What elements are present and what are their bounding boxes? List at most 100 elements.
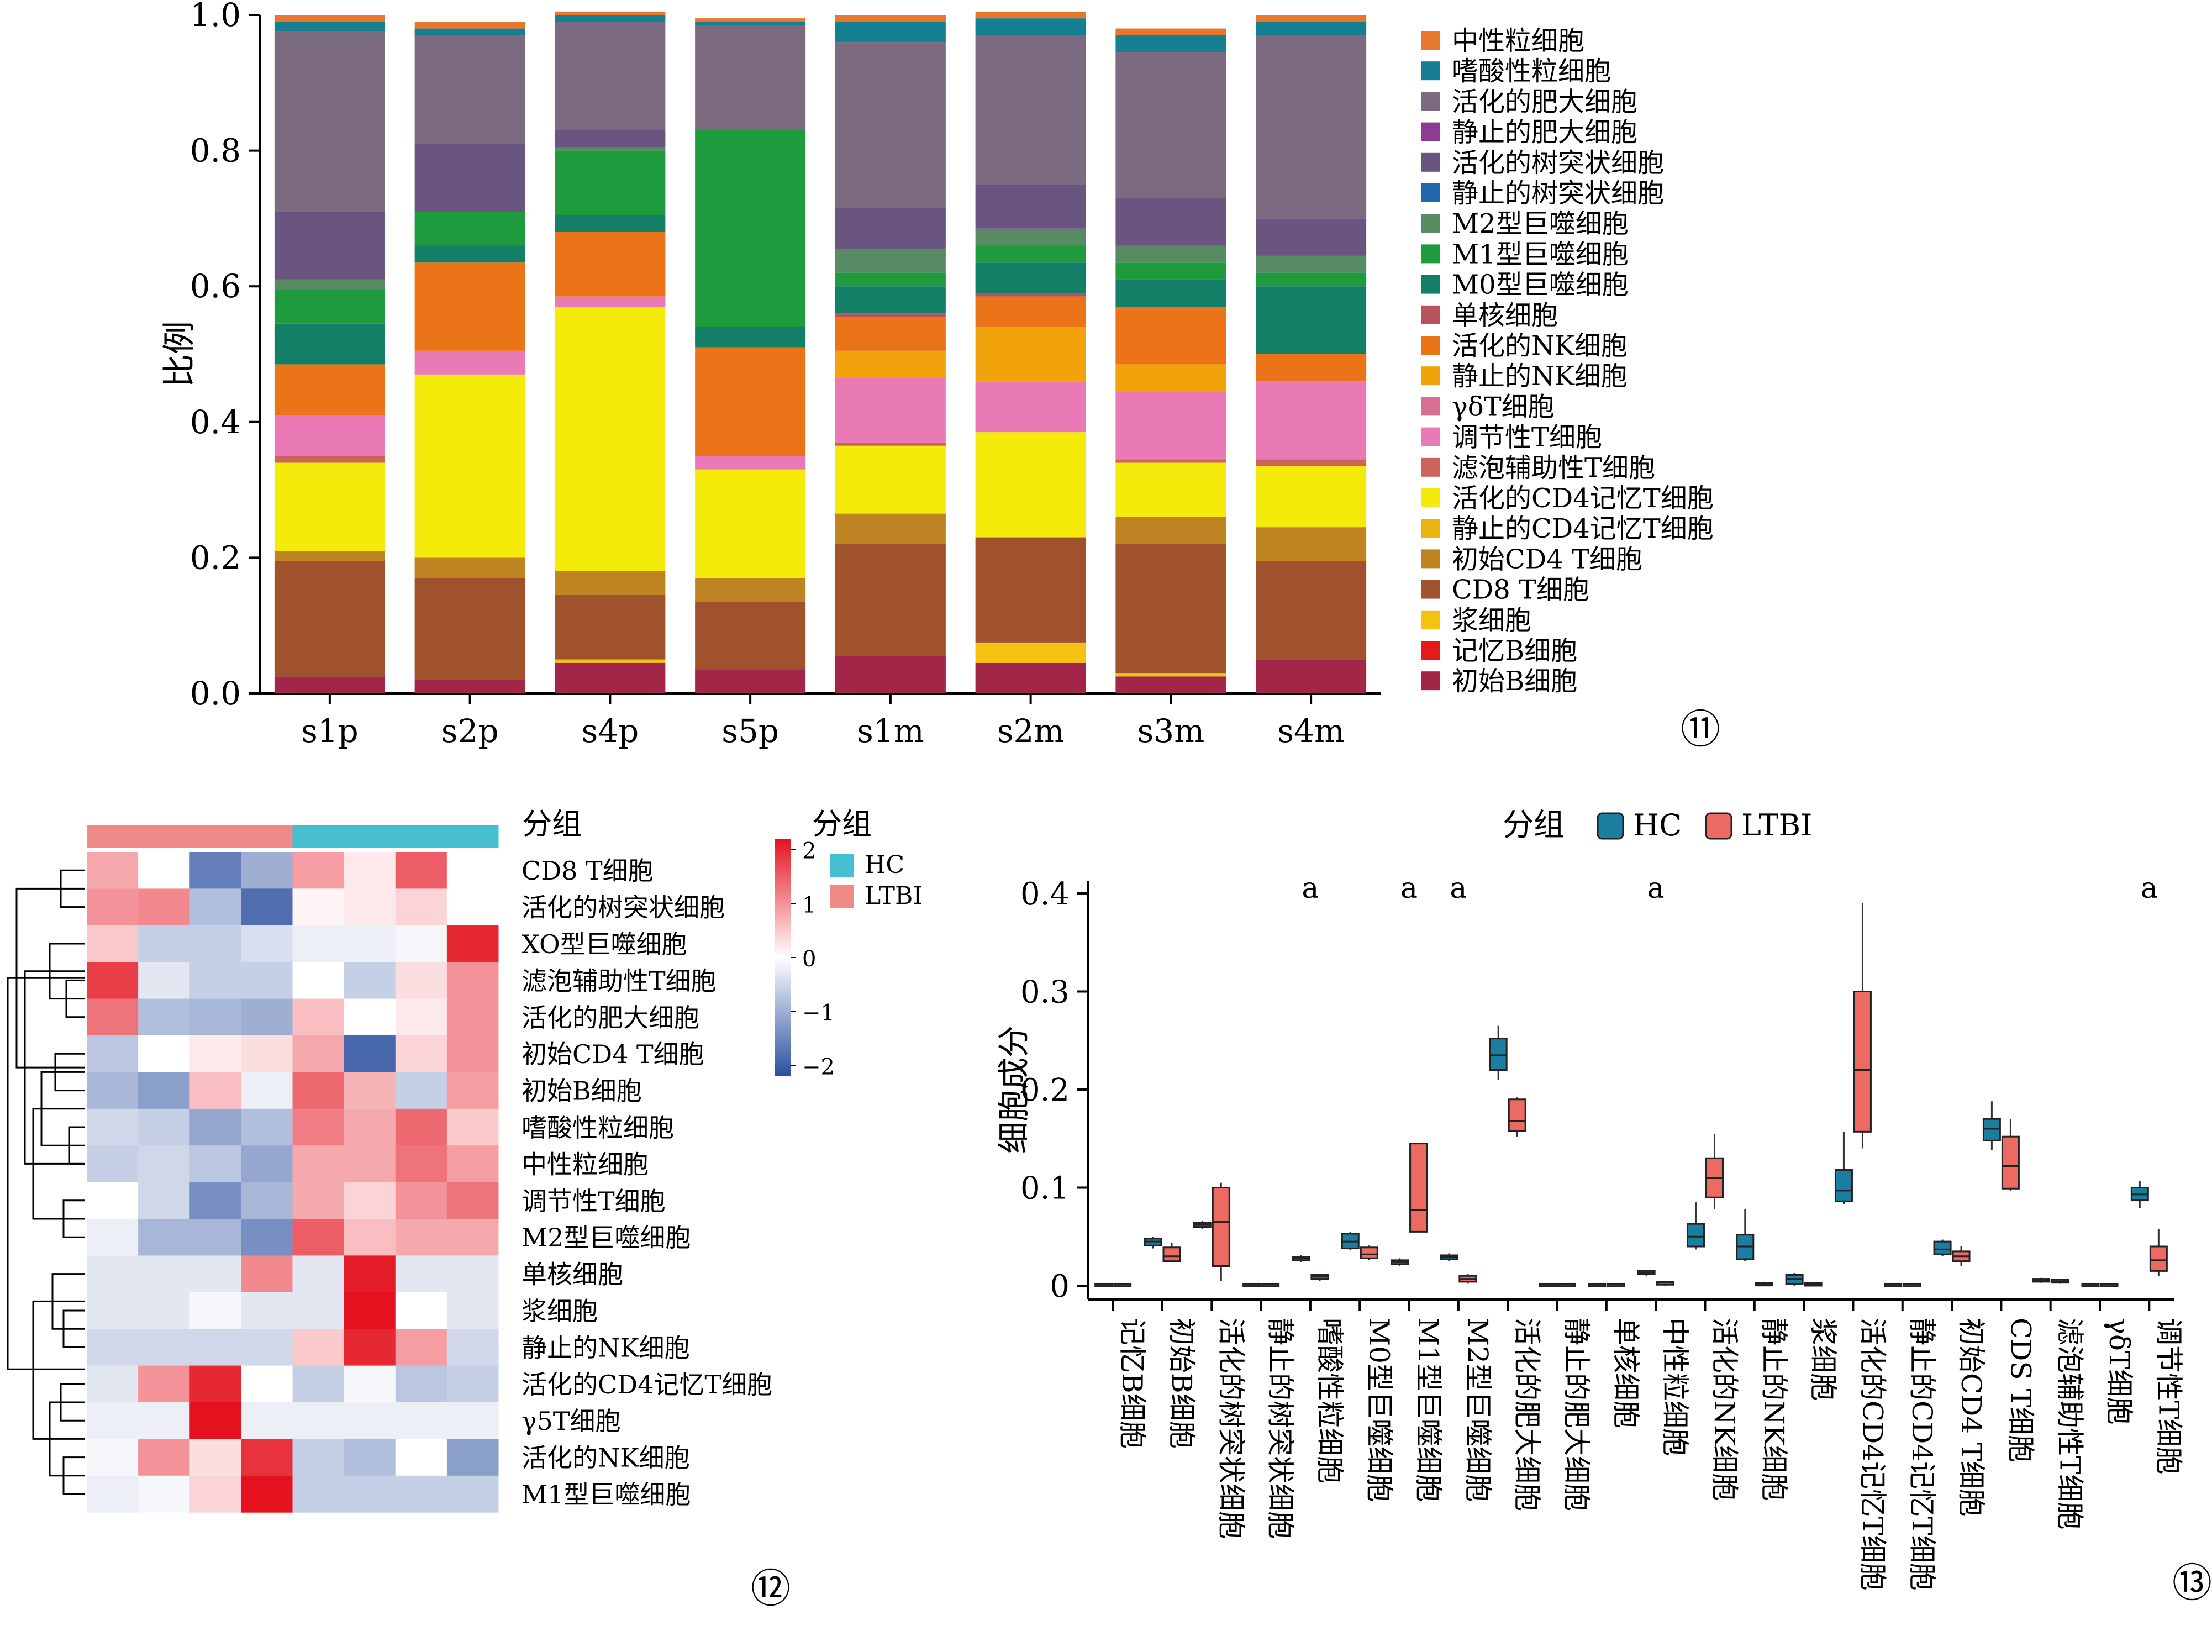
heatmap-cell — [446, 1108, 499, 1146]
bar-segment — [414, 578, 525, 680]
heatmap-cell — [344, 1145, 396, 1183]
legend-swatch — [1421, 549, 1440, 569]
legend-label: 调节性T细胞 — [1452, 422, 1602, 453]
legend-swatch — [1421, 610, 1440, 629]
bar-segment — [695, 327, 806, 348]
x-tick-label: 初始CD4 T细胞 — [1955, 1318, 1987, 1516]
heatmap-cell — [292, 1439, 345, 1476]
heatmap-cell — [395, 925, 447, 962]
dendrogram-branch — [7, 977, 85, 1370]
bar-segment — [835, 15, 946, 22]
x-tick-label: 活化的NK细胞 — [1708, 1318, 1740, 1501]
heatmap-cell — [241, 1182, 293, 1219]
bar-segment — [1256, 272, 1367, 287]
y-tick-label: 0 — [1050, 1269, 1070, 1304]
bar-segment — [695, 130, 806, 327]
heatmap-cell — [189, 1365, 241, 1403]
heatmap-cell — [292, 998, 345, 1036]
bar-segment — [695, 469, 806, 578]
legend-swatch — [1421, 671, 1440, 691]
bar-segment — [274, 323, 385, 365]
heatmap-cell — [292, 1108, 345, 1146]
heatmap-cell — [344, 1329, 396, 1366]
bar-segment — [1115, 307, 1226, 365]
heatmap-cell — [241, 1255, 293, 1293]
bar-segment — [835, 313, 946, 317]
heatmap-cell — [189, 998, 241, 1036]
bar-segment — [975, 11, 1086, 19]
heatmap-cell — [395, 852, 447, 889]
legend-label: M0型巨噬细胞 — [1452, 270, 1629, 301]
bar-segment — [555, 571, 666, 595]
heatmap-cell — [292, 1035, 345, 1072]
bar-segment — [1256, 561, 1367, 660]
heatmap-cell — [446, 1219, 499, 1256]
heatmap-cell — [395, 1182, 447, 1219]
significance-mark: a — [1400, 872, 1418, 905]
bar-segment — [555, 215, 666, 232]
bar-segment — [274, 415, 385, 456]
bar-segment — [555, 147, 666, 151]
heatmap-cell — [189, 1255, 241, 1293]
heatmap-cell — [189, 1145, 241, 1183]
heatmap-cell — [446, 1402, 499, 1439]
group-annotation-cell — [87, 825, 139, 848]
heatmap-cell — [241, 888, 293, 926]
bar-segment — [555, 296, 666, 307]
heatmap-row-label: 活化的肥大细胞 — [522, 1003, 699, 1033]
panel-number: ⑪ — [1681, 706, 1720, 753]
x-tick-label: M0型巨噬细胞 — [1363, 1318, 1395, 1502]
bar-segment — [975, 662, 1086, 693]
bar-segment — [274, 290, 385, 324]
x-tick-label: γδT细胞 — [2103, 1318, 2135, 1424]
bar-segment — [274, 31, 385, 212]
legend-label: 嗜酸性粒细胞 — [1452, 56, 1611, 87]
legend-swatch — [1705, 812, 1732, 840]
heatmap-cell — [241, 1329, 293, 1366]
heatmap-cell — [189, 1292, 241, 1329]
boxplot-legend-title: 分组 — [1503, 807, 1565, 843]
heatmap-cell — [87, 1108, 139, 1146]
y-axis-label: 细胞成分 — [995, 1025, 1033, 1154]
heatmap-cell — [138, 925, 190, 962]
box — [1933, 1240, 1952, 1255]
heatmap-legend-title: 分组 — [812, 807, 872, 841]
heatmap-cell — [138, 1035, 190, 1072]
heatmap-cell — [395, 1255, 447, 1293]
heatmap-cell — [395, 1292, 447, 1329]
group-annotation-cell — [241, 825, 293, 848]
heatmap-cell — [344, 925, 396, 962]
y-tick-label: 0.6 — [190, 267, 241, 305]
color-scale-label: 2 — [802, 839, 816, 864]
heatmap-cell — [344, 998, 396, 1036]
heatmap-cell — [446, 962, 499, 999]
heatmap-cell — [292, 888, 345, 926]
heatmap-cell — [138, 1145, 190, 1183]
group-annotation-cell — [446, 825, 499, 848]
group-annotation-cell — [292, 825, 345, 848]
bar-segment — [835, 249, 946, 273]
legend-swatch — [1421, 214, 1440, 233]
heatmap-cell — [241, 1035, 293, 1072]
box — [1508, 1098, 1526, 1132]
legend-label: LTBI — [1741, 808, 1813, 843]
box — [2001, 1135, 2020, 1190]
heatmap-cell — [241, 1219, 293, 1256]
significance-mark: a — [2141, 872, 2158, 905]
heatmap-cell — [292, 962, 345, 999]
bar-segment — [835, 272, 946, 287]
panel-number: ⑬ — [2172, 1560, 2212, 1606]
heatmap-cell — [189, 1072, 241, 1109]
legend-label: 活化的NK细胞 — [1452, 330, 1628, 361]
bar-segment — [835, 656, 946, 693]
bar-segment — [414, 212, 525, 246]
bar-segment — [1115, 544, 1226, 674]
heatmap-cell — [87, 1292, 139, 1329]
heatmap-cell — [241, 1475, 293, 1513]
legend-label: CD8 T细胞 — [1452, 575, 1589, 606]
legend-swatch — [1421, 152, 1440, 172]
legend-swatch — [1421, 61, 1440, 81]
group-annotation-cell — [138, 825, 190, 848]
bar-segment — [414, 35, 525, 144]
heatmap-row-label: 初始B细胞 — [522, 1076, 642, 1106]
